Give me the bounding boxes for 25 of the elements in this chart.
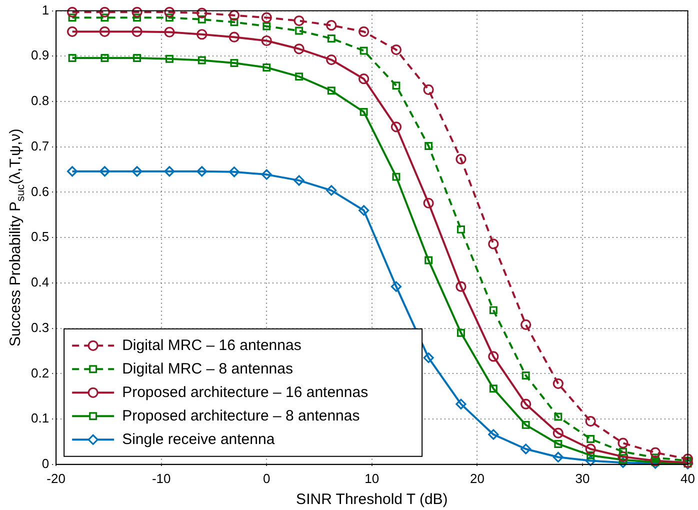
y-tick-label: 1 [42, 2, 50, 18]
y-tick-label: 0.3 [30, 320, 50, 335]
legend-label: Single receive antenna [122, 430, 276, 448]
y-tick-label: 0.2 [30, 365, 50, 380]
x-tick-label: -10 [152, 470, 171, 486]
legend-label: Proposed architecture – 8 antennas [122, 407, 360, 424]
legend-label: Digital MRC – 16 antennas [122, 336, 302, 354]
y-tick-label: 0 [42, 456, 50, 471]
y-tick-label: 0.6 [30, 184, 50, 199]
y-tick-label: 0.9 [30, 48, 50, 63]
x-tick-label: 40 [680, 470, 696, 486]
legend-label: Digital MRC – 8 antennas [122, 360, 293, 378]
x-tick-label: 30 [575, 470, 590, 486]
y-tick-label: 0.8 [30, 93, 50, 108]
y-tick-label: 0.7 [30, 138, 50, 154]
x-axis-title: SINR Threshold T (dB) [296, 491, 448, 508]
x-tick-label: -20 [46, 470, 66, 486]
x-tick-label: 20 [470, 470, 484, 486]
y-axis-title: Success Probability Psuc(λ,T,ψ,ν) [7, 128, 28, 347]
legend-label: Proposed architecture – 16 antennas [122, 384, 368, 401]
y-tick-label: 0.4 [30, 274, 50, 290]
y-tick-label: 0.1 [30, 410, 50, 426]
x-tick-label: 10 [364, 470, 380, 486]
y-tick-label: 0.5 [30, 229, 50, 244]
x-tick-label: 0 [263, 470, 270, 486]
